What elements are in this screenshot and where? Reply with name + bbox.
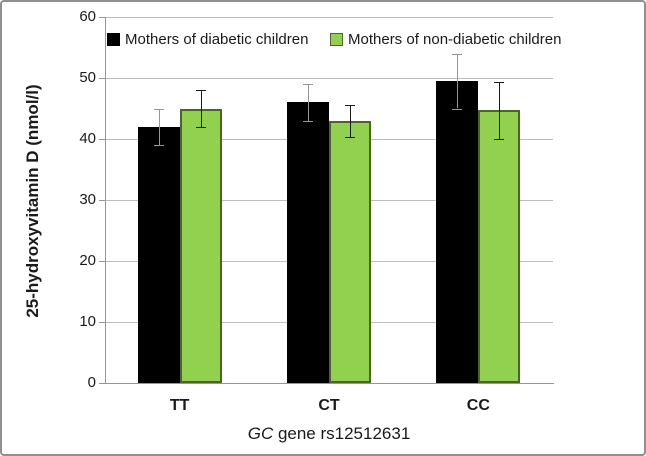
bar-non-diabetic-TT [179,108,222,383]
bar-diabetic-TT [137,126,180,383]
error-bar-cap-bottom-non-diabetic-TT [196,126,206,128]
category-label-TT: TT [169,397,190,414]
legend-label-diabetic: Mothers of diabetic children [125,31,309,48]
legend-marker-non-diabetic [330,33,343,46]
y-tick-label-60: 60 [79,8,96,25]
x-axis-title-gene: GC [247,424,274,443]
error-bar-cap-bottom-non-diabetic-CT [345,136,355,138]
error-bar-non-diabetic-CC [499,81,500,139]
error-bar-non-diabetic-CT [350,104,351,137]
x-axis-title: GC gene rs12512631 [105,424,553,444]
legend-entry-diabetic: Mothers of diabetic children [107,31,308,48]
error-bar-cap-top-diabetic-TT [154,108,164,110]
gridline-50 [105,78,553,79]
error-bar-cap-bottom-diabetic-TT [154,145,164,147]
error-bar-cap-top-non-diabetic-TT [196,90,206,92]
bar-diabetic-CT [287,102,329,383]
bar-non-diabetic-CT [329,120,371,383]
y-tick-label-40: 40 [79,130,96,147]
y-axis-tick-40 [99,139,105,140]
error-bar-cap-bottom-diabetic-CC [452,108,462,110]
error-bar-diabetic-CT [308,84,309,121]
error-bar-cap-top-non-diabetic-CC [494,81,504,83]
y-tick-label-50: 50 [79,69,96,86]
bar-diabetic-CC [436,81,479,383]
bar-non-diabetic-CC [478,110,521,383]
error-bar-cap-bottom-diabetic-CT [303,120,313,122]
y-axis-tick-0 [99,383,105,384]
error-bar-diabetic-CC [457,53,458,109]
error-bar-cap-top-non-diabetic-CT [345,104,355,106]
error-bar-cap-top-diabetic-CC [452,53,462,55]
y-axis-tick-60 [99,17,105,18]
error-bar-diabetic-TT [159,108,160,146]
category-label-CT: CT [318,397,340,414]
y-axis-tick-20 [99,261,105,262]
x-axis-line [105,383,554,384]
error-bar-cap-bottom-non-diabetic-CC [494,139,504,140]
y-axis-line [105,17,106,383]
y-axis-tick-50 [99,78,105,79]
y-tick-label-30: 30 [79,191,96,208]
error-bar-cap-top-diabetic-CT [303,84,313,86]
y-axis-tick-10 [99,322,105,323]
y-tick-label-10: 10 [79,313,96,330]
y-tick-label-0: 0 [87,374,96,391]
gridline-60 [105,17,553,18]
category-label-CC: CC [466,397,490,414]
legend-entry-non-diabetic: Mothers of non-diabetic children [330,31,561,48]
error-bar-non-diabetic-TT [201,90,202,127]
y-axis-title: 25-hydroxyvitamin D (nmol/l) [23,84,42,318]
legend-label-non-diabetic: Mothers of non-diabetic children [348,31,562,48]
y-tick-label-20: 20 [79,252,96,269]
x-axis-title-rest: gene rs12512631 [273,424,411,443]
y-axis-tick-30 [99,200,105,201]
legend-marker-diabetic [107,33,120,46]
